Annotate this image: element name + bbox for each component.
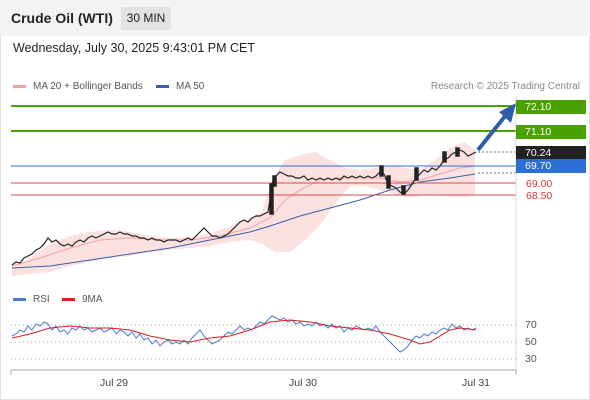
legend-ma50: MA 50: [156, 81, 204, 92]
support-2-tag: 68.50: [526, 190, 553, 202]
instrument-title: Crude Oil (WTI): [11, 10, 113, 26]
ma50-swatch-icon: [156, 85, 169, 88]
9ma-swatch-icon: [62, 298, 75, 301]
bollinger-band: [12, 142, 475, 276]
forecast-arrow-icon: [499, 103, 516, 123]
pivot-tag: 69.70: [516, 159, 586, 173]
legend-ma20-label: MA 20 + Bollinger Bands: [33, 81, 143, 92]
interval-button[interactable]: 30 MIN: [121, 7, 171, 30]
legend-ma50-label: MA 50: [176, 81, 205, 92]
resistance-1-tag: 71.10: [516, 125, 586, 139]
resistance-2-tag: 72.10: [516, 100, 586, 114]
rsi-axis-30: 30: [525, 353, 537, 365]
legend-rsi-label: RSI: [33, 294, 50, 305]
rsi-line: [11, 315, 477, 353]
x-axis-label-jul29: Jul 29: [100, 377, 129, 389]
legend-ma20: MA 20 + Bollinger Bands: [13, 81, 143, 92]
rsi-axis-50: 50: [525, 336, 537, 348]
legend-9ma-label: 9MA: [82, 294, 103, 305]
legend-rsi: RSI: [13, 294, 50, 305]
legend-9ma: 9MA: [62, 294, 103, 305]
rsi-swatch-icon: [13, 298, 26, 301]
support-1-tag: 69.00: [526, 178, 553, 190]
rsi-ma-line: [11, 319, 477, 345]
price-candles: [11, 147, 477, 266]
research-credit: Research © 2025 Trading Central: [430, 81, 580, 92]
x-axis-label-jul30: Jul 30: [289, 377, 318, 389]
ma20-line: [11, 165, 476, 267]
x-axis-label-jul31: Jul 31: [462, 377, 491, 389]
chart-datetime: Wednesday, July 30, 2025 9:43:01 PM CET: [13, 41, 256, 55]
chart-header: Crude Oil (WTI) 30 MIN: [0, 0, 590, 36]
current-price-tag: 70.24: [516, 146, 586, 160]
ma20-swatch-icon: [13, 85, 26, 88]
rsi-axis-70: 70: [525, 319, 537, 331]
forecast-arrow-line: [476, 113, 508, 152]
ma50-line: [11, 173, 476, 269]
